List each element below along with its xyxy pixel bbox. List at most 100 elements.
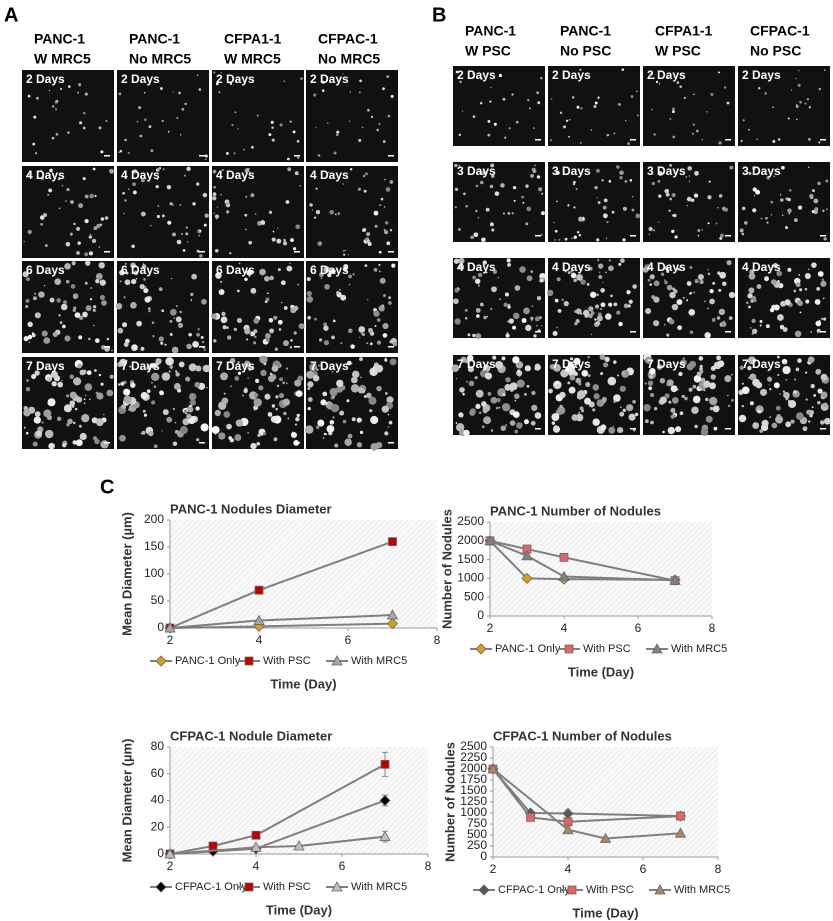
cell <box>304 425 314 434</box>
cell <box>248 274 251 278</box>
legend-marker <box>564 644 574 654</box>
cell <box>818 141 821 144</box>
cell <box>178 91 181 95</box>
column-header: No PSC <box>560 43 611 59</box>
cell <box>289 262 291 265</box>
cell <box>323 322 328 327</box>
cell <box>679 411 684 416</box>
cell <box>360 376 362 379</box>
cell <box>227 335 232 340</box>
cell <box>693 93 695 96</box>
cell <box>93 226 98 231</box>
cell <box>577 416 582 421</box>
cell <box>821 278 825 281</box>
cell <box>359 336 361 339</box>
cell <box>795 367 800 372</box>
micrograph: 7 Days <box>304 357 398 451</box>
cell <box>817 181 821 186</box>
cell <box>67 418 73 425</box>
cell <box>747 365 752 371</box>
cell <box>278 392 285 399</box>
cell <box>785 226 788 230</box>
cell <box>808 420 811 423</box>
cell <box>779 393 781 395</box>
cell <box>78 424 82 428</box>
cell <box>666 333 670 337</box>
cell <box>600 288 605 293</box>
column-header: W MRC5 <box>34 51 91 67</box>
cell <box>492 355 497 360</box>
cell <box>710 365 716 371</box>
cell <box>331 370 334 373</box>
cell <box>539 76 543 80</box>
cell <box>623 303 629 309</box>
cell <box>717 271 721 275</box>
cell <box>552 425 561 433</box>
cell <box>594 318 597 321</box>
cell <box>693 291 696 294</box>
marker <box>386 609 399 620</box>
cell <box>498 73 503 78</box>
y-tick-label: 500 <box>464 589 484 603</box>
micrograph: 6 Days <box>211 261 305 353</box>
cell <box>781 358 788 365</box>
cell <box>179 204 182 206</box>
cell <box>787 117 790 120</box>
cell <box>466 380 469 383</box>
cell <box>146 389 151 393</box>
cell <box>55 132 59 136</box>
cell <box>365 172 368 176</box>
day-label: 4 Days <box>310 168 349 182</box>
cell <box>52 331 58 337</box>
cell <box>700 428 709 436</box>
cell <box>321 89 325 92</box>
cell <box>125 359 128 362</box>
cell <box>201 340 205 344</box>
cell <box>632 399 636 404</box>
cell <box>336 130 340 134</box>
cell <box>289 120 292 123</box>
cell <box>551 421 556 425</box>
cell <box>253 398 262 407</box>
cell <box>81 413 90 423</box>
cell <box>806 98 809 101</box>
cell <box>815 368 822 375</box>
cell <box>151 381 153 384</box>
legend-label: With MRC5 <box>351 655 407 667</box>
cell <box>56 298 61 303</box>
cell <box>59 87 63 91</box>
cell <box>374 224 378 228</box>
day-label: 3 Days <box>457 164 496 178</box>
cell <box>679 85 683 88</box>
scale-bar <box>535 235 541 237</box>
cell <box>782 365 791 375</box>
y-tick-label: 1000 <box>457 571 484 585</box>
cell <box>229 82 233 85</box>
cell <box>502 393 506 397</box>
cell <box>379 277 386 284</box>
cell <box>780 198 784 202</box>
cell <box>48 188 53 193</box>
y-tick-label: 1000 <box>460 805 487 819</box>
cell <box>765 216 768 220</box>
cell <box>773 175 776 178</box>
cell <box>220 280 223 283</box>
cell <box>167 220 172 225</box>
marker <box>526 813 535 822</box>
cell <box>707 268 709 271</box>
cell <box>176 239 182 245</box>
cell <box>793 378 797 381</box>
cell <box>384 178 386 181</box>
cell <box>140 346 145 351</box>
cell <box>91 238 97 244</box>
cell <box>323 432 326 436</box>
cell <box>552 331 558 337</box>
series-line <box>489 539 676 582</box>
cell <box>671 397 679 404</box>
cell <box>285 382 288 385</box>
cell <box>371 115 374 119</box>
cell <box>707 307 709 310</box>
scale-bar <box>104 346 110 348</box>
cell <box>531 305 533 307</box>
cell <box>124 138 127 142</box>
